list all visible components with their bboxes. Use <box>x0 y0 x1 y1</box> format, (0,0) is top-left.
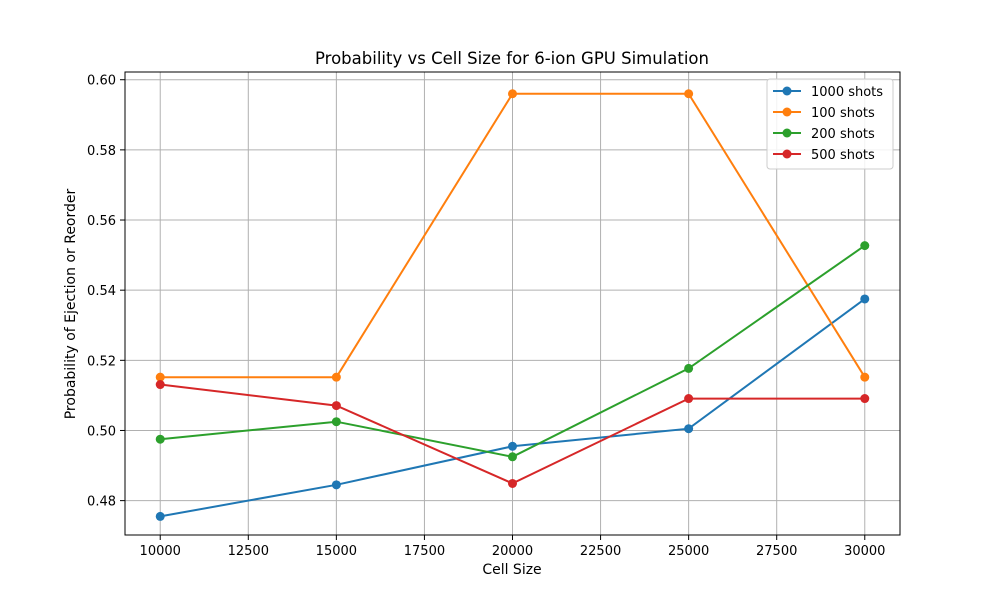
data-point <box>155 511 165 521</box>
x-tick-label: 10000 <box>140 544 181 559</box>
data-point <box>860 394 870 404</box>
x-tick-label: 12500 <box>228 544 269 559</box>
series-group <box>155 380 870 488</box>
chart-title: Probability vs Cell Size for 6-ion GPU S… <box>315 49 709 68</box>
plot-frame <box>124 71 901 536</box>
data-point <box>684 89 694 99</box>
y-tick-label: 0.52 <box>87 354 116 369</box>
data-point <box>155 434 165 444</box>
legend-box <box>766 78 894 170</box>
series-group <box>155 241 870 462</box>
y-tick-label: 0.58 <box>87 144 116 159</box>
data-point <box>331 480 341 490</box>
data-point <box>684 424 694 434</box>
y-tick-label: 0.54 <box>87 284 116 299</box>
series-group <box>155 89 870 382</box>
data-point <box>684 363 694 373</box>
x-axis-label: Cell Size <box>482 562 541 578</box>
data-point <box>508 452 517 462</box>
legend-label: 1000 shots <box>811 85 883 100</box>
y-axis-label: Probability of Ejection or Reorder <box>63 188 79 419</box>
x-tick-label: 30000 <box>844 544 885 559</box>
plot-frame-rect <box>124 71 901 536</box>
data-point <box>684 394 694 404</box>
data-point <box>860 241 870 251</box>
series-group <box>155 294 870 521</box>
y-tick-label: 0.56 <box>87 214 116 229</box>
x-tick-label: 27500 <box>756 544 797 559</box>
y-tick-label: 0.50 <box>87 424 116 439</box>
data-point <box>508 441 517 451</box>
data-point <box>155 372 165 382</box>
x-tick-label: 17500 <box>404 544 445 559</box>
data-point <box>331 417 341 427</box>
data-point <box>860 294 870 304</box>
x-tick-label: 20000 <box>492 544 533 559</box>
data-point <box>331 401 341 411</box>
legend-label: 200 shots <box>811 127 875 142</box>
legend-marker <box>782 149 792 159</box>
legend-marker <box>782 107 792 117</box>
legend-label: 100 shots <box>811 106 875 121</box>
axes: 10000 12500 15000 17500 20000 22500 25000 27500… <box>87 74 885 559</box>
x-tick-label: 25000 <box>668 544 709 559</box>
y-tick-label: 0.60 <box>87 74 116 89</box>
data-point <box>508 89 517 99</box>
series-layer <box>155 89 870 521</box>
data-point <box>331 372 341 382</box>
x-tick-label: 15000 <box>316 544 357 559</box>
legend-marker <box>782 86 792 96</box>
data-point <box>508 478 517 488</box>
legend-label: 500 shots <box>811 148 875 163</box>
data-point <box>155 380 165 390</box>
legend-marker <box>782 128 792 138</box>
legend: 1000 shots 100 shots 200 shots 500 shots <box>766 78 894 170</box>
data-point <box>860 372 870 382</box>
x-tick-label: 22500 <box>580 544 621 559</box>
y-tick-label: 0.48 <box>87 495 116 510</box>
